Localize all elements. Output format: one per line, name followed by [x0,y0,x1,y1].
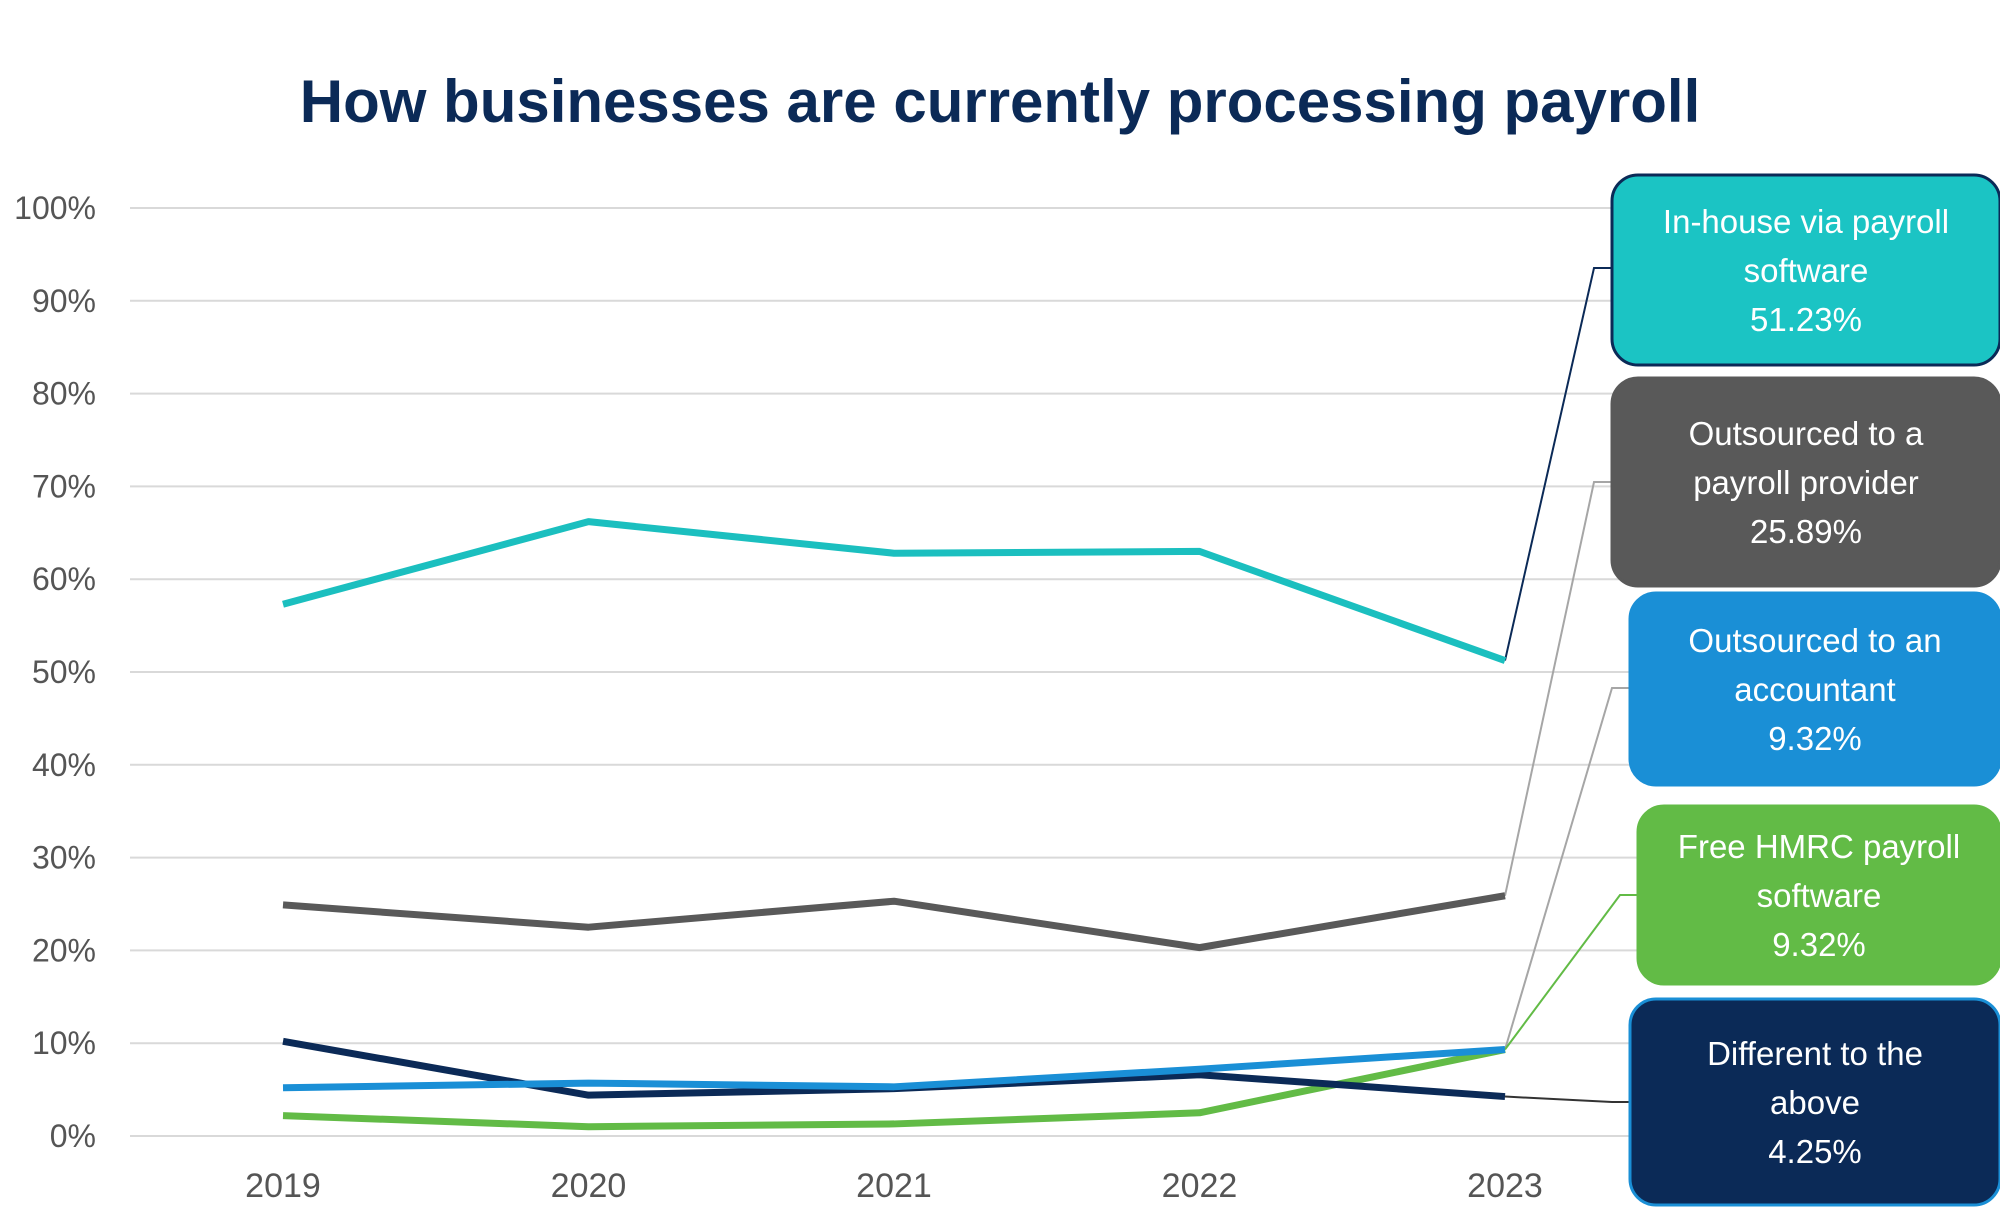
y-axis: 0% 10% 20% 30% 40% 50% 60% 70% 80% 90% 100% [14,190,96,1154]
callout-value: 25.89% [1750,513,1862,550]
x-tick-label: 2019 [245,1167,321,1205]
callout-different: Different to the above 4.25% [1628,997,2000,1207]
callout-label: Outsourced to a [1689,415,1924,452]
callout-hmrc: Free HMRC payroll software 9.32% [1636,804,2000,986]
callout-inhouse: In-house via payroll software 51.23% [1610,173,2000,367]
callout-box-accountant [1628,591,2000,787]
series-line-payroll_provider [282,892,1506,952]
callout-leader-lines [1504,267,1638,1103]
callout-label: above [1770,1084,1860,1121]
callout-label: In-house via payroll [1663,203,1949,240]
y-tick-label: 80% [32,376,96,412]
callout-label: payroll provider [1693,464,1919,501]
callout-box-hmrc [1636,804,2000,986]
series-line-hmrc [282,1046,1506,1131]
callout-label: accountant [1734,671,1895,708]
y-tick-label: 60% [32,561,96,597]
y-tick-label: 50% [32,654,96,690]
callout-box-payroll_provider [1610,376,2000,588]
leader-line-payroll_provider [1504,481,1612,896]
callout-value: 51.23% [1750,301,1862,338]
y-tick-label: 100% [14,190,96,226]
series-line-accountant [282,1046,1506,1092]
gridlines [130,207,1690,1137]
callout-value: 9.32% [1768,720,1862,757]
x-axis: 2019 2020 2021 2022 2023 [245,1167,1543,1205]
callout-label: Different to the [1707,1035,1923,1072]
series-line-inhouse [282,518,1507,664]
leader-line-accountant [1504,687,1630,1050]
y-tick-label: 90% [32,283,96,319]
y-tick-label: 20% [32,932,96,968]
callout-accountant: Outsourced to an accountant 9.32% [1628,591,2000,787]
x-tick-label: 2022 [1162,1167,1238,1205]
callout-value: 4.25% [1768,1133,1862,1170]
y-tick-label: 40% [32,747,96,783]
x-tick-label: 2023 [1467,1167,1543,1205]
x-tick-label: 2021 [856,1167,932,1205]
leader-line-different [1504,1095,1630,1103]
callout-label: software [1744,252,1869,289]
callout-box-inhouse [1610,173,2000,367]
x-tick-label: 2020 [551,1167,627,1205]
y-tick-label: 10% [32,1025,96,1061]
chart-title: How businesses are currently processing … [300,68,1701,135]
leader-line-hmrc [1504,894,1638,1051]
y-tick-label: 30% [32,840,96,876]
series-lines [282,518,1507,1131]
callout-value: 9.32% [1772,926,1866,963]
callout-label: Free HMRC payroll [1678,828,1960,865]
callouts: In-house via payroll software 51.23% Outsou… [1610,173,2000,1207]
y-tick-label: 70% [32,468,96,504]
callout-label: software [1757,877,1882,914]
y-tick-label: 0% [50,1118,96,1154]
callout-label: Outsourced to an [1688,622,1941,659]
callout-box-different [1628,997,2000,1207]
leader-line-inhouse [1504,267,1612,661]
callout-payroll_provider: Outsourced to a payroll provider 25.89% [1610,376,2000,588]
